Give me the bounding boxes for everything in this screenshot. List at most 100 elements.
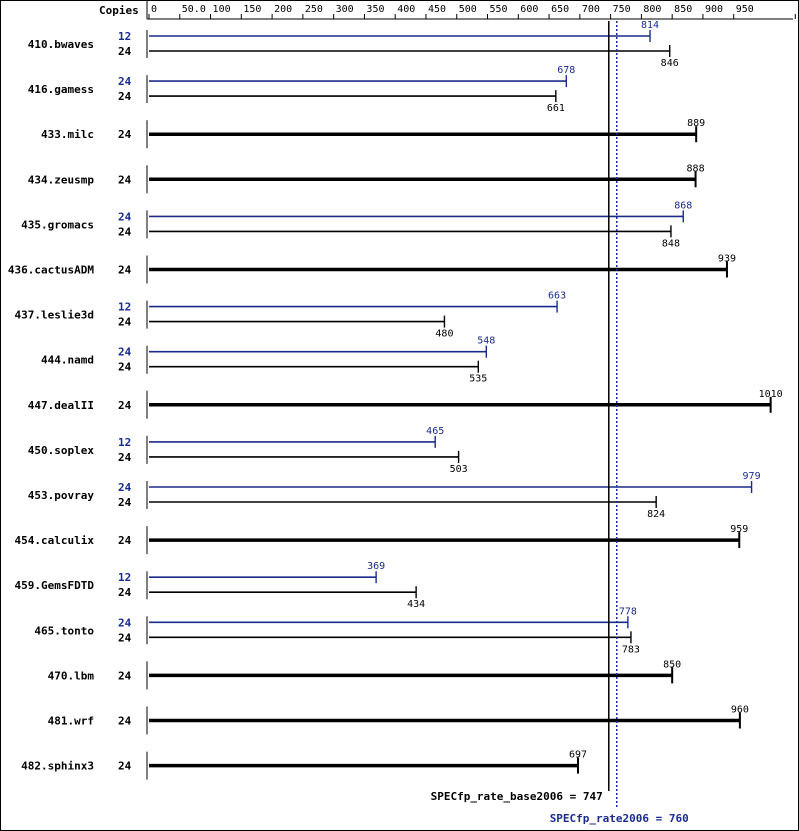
benchmark-row: 481.wrf 24 960	[48, 705, 749, 735]
base-copies: 24	[118, 760, 132, 773]
peak-copies: 24	[118, 346, 132, 359]
benchmark-rows: 410.bwaves 12 814 24 846 416.gamess 24 678 24 661…	[8, 20, 783, 780]
base-copies: 24	[118, 173, 132, 186]
x-tick-label: 400	[397, 4, 415, 15]
benchmark-row: 434.zeusmp 24 888	[28, 163, 705, 194]
base-value-label: 889	[687, 118, 705, 129]
x-tick-label: 550	[490, 4, 508, 15]
base-value-label: 480	[435, 329, 453, 340]
base-copies: 24	[118, 715, 132, 728]
peak-copies: 12	[118, 436, 131, 449]
x-axis-ticks: 0 50.0 100 150 200 250 300 350 400 450 500 550 600 65…	[148, 4, 798, 19]
benchmark-row: 437.leslie3d 12 663 24 480	[15, 291, 567, 340]
benchmark-row: 416.gamess 24 678 24 661	[28, 65, 576, 114]
x-tick-label: 1050	[797, 4, 798, 15]
x-tick-label: 450	[428, 4, 446, 15]
benchmark-name: 444.namd	[41, 354, 94, 367]
benchmark-row: 447.dealII 24 1010	[28, 389, 783, 419]
peak-copies: 12	[118, 571, 131, 584]
peak-value-label: 663	[548, 291, 566, 302]
benchmark-row: 459.GemsFDTD 12 369 24 434	[15, 561, 426, 610]
x-tick-label: 700	[582, 4, 600, 15]
x-tick-label: 200	[274, 4, 292, 15]
benchmark-name: 459.GemsFDTD	[15, 579, 95, 592]
x-tick-label: 250	[305, 4, 323, 15]
base-value-label: 888	[687, 163, 705, 174]
base-copies: 24	[118, 669, 132, 682]
base-value-label: 850	[663, 659, 681, 670]
benchmark-name: 433.milc	[41, 128, 94, 141]
base-copies: 24	[118, 90, 132, 103]
peak-value-label: 369	[367, 561, 385, 572]
peak-summary-label: SPECfp_rate2006 = 760	[550, 812, 689, 825]
base-copies: 24	[118, 45, 132, 58]
peak-value-label: 548	[477, 336, 495, 347]
base-copies: 24	[118, 451, 132, 464]
x-tick-label: 950	[736, 4, 754, 15]
peak-copies: 12	[118, 30, 131, 43]
benchmark-row: 482.sphinx3 24 697	[21, 750, 587, 780]
base-value-label: 783	[622, 644, 640, 655]
base-value-label: 848	[662, 238, 680, 249]
benchmark-name: 416.gamess	[28, 83, 94, 96]
benchmark-name: 453.povray	[28, 489, 95, 502]
peak-copies: 24	[118, 210, 132, 223]
benchmark-row: 410.bwaves 12 814 24 846	[28, 20, 679, 69]
peak-copies: 24	[118, 616, 132, 629]
peak-value-label: 678	[557, 65, 575, 76]
peak-value-label: 465	[426, 426, 444, 437]
benchmark-name: 481.wrf	[48, 715, 94, 728]
benchmark-row: 470.lbm 24 850	[48, 659, 681, 690]
benchmark-name: 447.dealII	[28, 399, 94, 412]
peak-value-label: 868	[674, 200, 692, 211]
x-tick-label: 900	[705, 4, 723, 15]
x-tick-label: 800	[643, 4, 661, 15]
base-value-label: 846	[661, 58, 679, 69]
benchmark-name: 434.zeusmp	[28, 173, 95, 186]
benchmark-row: 453.povray 24 979 24 824	[28, 471, 761, 520]
benchmark-name: 470.lbm	[48, 669, 95, 682]
peak-copies: 24	[118, 481, 132, 494]
peak-value-label: 778	[619, 606, 637, 617]
peak-copies: 24	[118, 75, 132, 88]
base-value-label: 697	[569, 750, 587, 761]
benchmark-row: 454.calculix 24 959	[15, 524, 748, 555]
reference-lines: SPECfp_rate_base2006 = 747 SPECfp_rate200…	[431, 21, 689, 825]
base-value-label: 661	[547, 103, 565, 114]
base-value-label: 503	[450, 464, 468, 475]
base-copies: 24	[118, 264, 132, 277]
copies-header: Copies	[99, 4, 139, 17]
benchmark-row: 444.namd 24 548 24 535	[41, 336, 495, 385]
benchmark-name: 436.cactusADM	[8, 264, 94, 277]
base-copies: 24	[118, 631, 132, 644]
base-value-label: 535	[469, 374, 487, 385]
base-value-label: 824	[647, 509, 665, 520]
benchmark-name: 437.leslie3d	[15, 309, 94, 322]
x-tick-label: 500	[459, 4, 477, 15]
base-value-label: 959	[730, 524, 748, 535]
base-copies: 24	[118, 225, 132, 238]
base-copies: 24	[118, 361, 132, 374]
base-copies: 24	[118, 534, 132, 547]
base-copies: 24	[118, 399, 132, 412]
benchmark-row: 450.soplex 12 465 24 503	[28, 426, 468, 475]
benchmark-name: 410.bwaves	[28, 38, 94, 51]
base-copies: 24	[118, 316, 132, 329]
base-value-label: 939	[718, 254, 736, 265]
peak-copies: 12	[118, 301, 131, 314]
base-value-label: 1010	[759, 389, 783, 400]
benchmark-name: 435.gromacs	[21, 218, 94, 231]
benchmark-name: 450.soplex	[28, 444, 95, 457]
base-value-label: 434	[407, 599, 425, 610]
peak-value-label: 814	[641, 20, 659, 31]
x-tick-label: 750	[613, 4, 631, 15]
x-tick-label: 350	[366, 4, 384, 15]
x-tick-label: 0	[151, 4, 157, 15]
x-tick-label: 600	[520, 4, 538, 15]
benchmark-row: 436.cactusADM 24 939	[8, 254, 736, 284]
x-tick-label: 300	[336, 4, 354, 15]
x-tick-label: 50.0	[182, 4, 206, 15]
base-copies: 24	[118, 496, 132, 509]
base-value-label: 960	[731, 705, 749, 716]
